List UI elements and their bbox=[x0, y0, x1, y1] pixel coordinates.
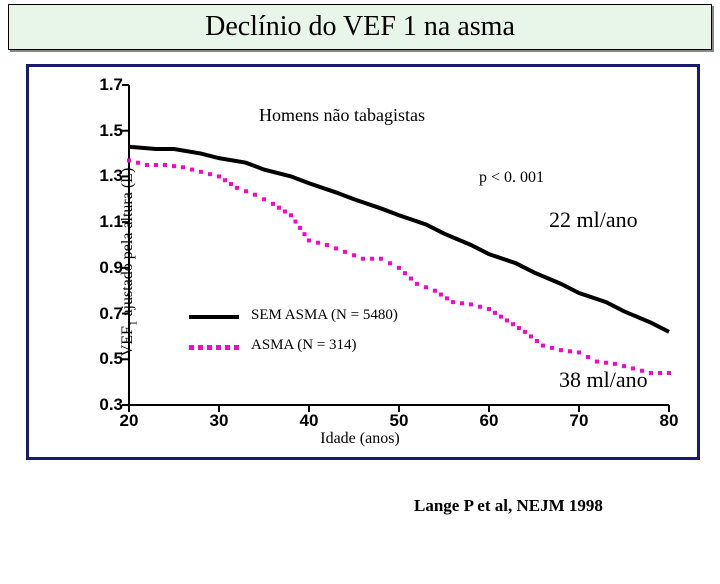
plot-area bbox=[129, 85, 669, 405]
chart-container: VEF1 ajustado pela altura (L) 0.30.50.70… bbox=[26, 64, 700, 460]
p-value-label: p < 0. 001 bbox=[479, 169, 544, 187]
y-tick-label: 0.7 bbox=[99, 304, 123, 324]
y-tick-label: 1.5 bbox=[99, 121, 123, 141]
x-tick-label: 50 bbox=[390, 411, 409, 431]
rate-asma-label: 38 ml/ano bbox=[559, 367, 648, 393]
x-tick-label: 80 bbox=[660, 411, 679, 431]
x-tick-label: 60 bbox=[480, 411, 499, 431]
title-box: Declínio do VEF 1 na asma bbox=[8, 4, 712, 50]
series-asma bbox=[127, 158, 671, 375]
y-tick-label: 0.5 bbox=[99, 349, 123, 369]
y-tick-label: 1.1 bbox=[99, 212, 123, 232]
rate-sem-asma-label: 22 ml/ano bbox=[549, 207, 638, 233]
x-tick-label: 30 bbox=[210, 411, 229, 431]
y-tick-label: 0.9 bbox=[99, 258, 123, 278]
legend-sem-asma-label: SEM ASMA (N = 5480) bbox=[251, 307, 398, 324]
chart-subtitle: Homens não tabagistas bbox=[259, 105, 425, 126]
x-tick-label: 40 bbox=[300, 411, 319, 431]
y-tick-label: 1.3 bbox=[99, 166, 123, 186]
x-tick-label: 70 bbox=[570, 411, 589, 431]
legend-asma-label: ASMA (N = 314) bbox=[251, 337, 357, 354]
page-title: Declínio do VEF 1 na asma bbox=[205, 11, 515, 43]
legend-asma-swatch bbox=[189, 345, 239, 350]
x-axis-label: Idade (anos) bbox=[320, 430, 400, 584]
x-tick-label: 20 bbox=[120, 411, 139, 431]
y-tick-label: 1.7 bbox=[99, 75, 123, 95]
citation: Lange P et al, NEJM 1998 bbox=[414, 496, 603, 516]
legend-sem-asma-swatch bbox=[189, 315, 239, 319]
